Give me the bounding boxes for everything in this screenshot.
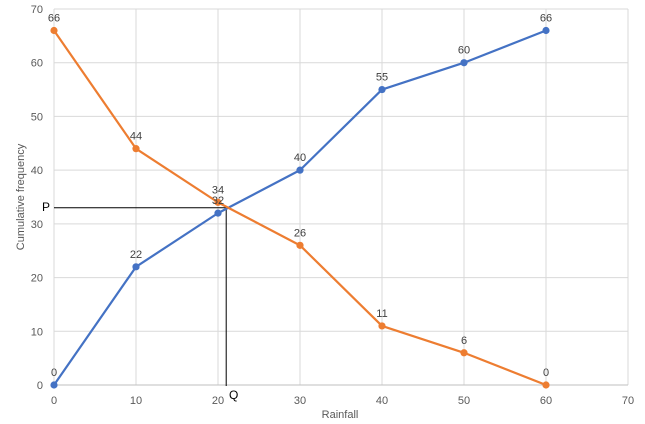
y-tick-label: 60 [31,58,43,70]
series-2-data-label: 26 [294,227,306,239]
x-tick-label: 70 [622,395,634,407]
series-1-data-label: 0 [51,367,57,379]
series-2-point [132,145,140,153]
x-tick-label: 50 [458,395,470,407]
series-1-point [214,209,222,217]
series-2-point [214,198,222,206]
x-tick-label: 10 [130,395,142,407]
y-tick-label: 70 [31,4,43,16]
series-1-data-label: 22 [130,249,142,261]
y-tick-label: 10 [31,326,43,338]
series-1-data-label: 32 [212,195,224,207]
x-tick-label: 0 [51,395,57,407]
series-1-point [542,26,550,35]
series-2-point [296,241,304,249]
y-tick-label: 50 [31,111,43,123]
y-tick-label: 30 [31,219,43,231]
y-tick-label: 40 [31,165,43,177]
series-1-point [378,85,386,94]
gridlines [53,8,629,385]
point-p-label: P [42,200,50,214]
y-tick-label: 20 [31,273,43,285]
series-2-point [460,349,468,357]
series-1-point [460,59,468,67]
series-1-point [132,263,140,271]
series-1-data-label: 60 [458,45,470,57]
series-2-point [378,322,386,330]
x-tick-label: 40 [376,395,388,407]
series-2-data-label: 6 [461,335,467,347]
series-2-data-label: 66 [48,12,60,24]
point-q-label: Q [229,388,238,402]
x-axis-title: Rainfall [322,409,359,421]
x-tick-label: 20 [212,395,224,407]
series-1-point [50,381,58,389]
y-axis-title: Cumulative frequency [15,143,27,250]
series-1-point [296,166,304,174]
series-2-data-label: 11 [376,308,387,320]
series-2-data-label: 34 [212,184,224,196]
x-tick-label: 30 [294,395,306,407]
x-tick-label: 60 [540,395,552,407]
intersection-guides [54,207,227,386]
series-2-point [50,26,58,35]
series-1-data-label: 55 [376,72,388,84]
series-2-data-label: 0 [543,367,549,379]
series-1-data-label: 66 [540,12,552,24]
series-lines [50,26,550,389]
series-2-point [542,381,550,389]
series-2-data-label: 44 [130,131,142,143]
series-1-data-label: 40 [294,152,306,164]
y-tick-label: 0 [37,380,43,392]
